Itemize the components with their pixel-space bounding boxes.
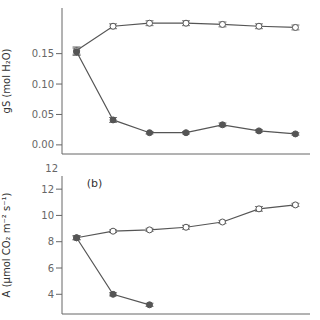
html-text:12: 12: [45, 163, 58, 174]
svg-text:0.15: 0.15: [32, 48, 54, 59]
svg-text:10: 10: [41, 210, 54, 221]
svg-text:0.05: 0.05: [32, 109, 54, 120]
html-text:(b): (b): [86, 177, 103, 190]
svg-text:0.10: 0.10: [32, 79, 54, 90]
svg-text:6: 6: [48, 263, 54, 274]
svg-text:A (μmol CO₂ m⁻² s⁻¹): A (μmol CO₂ m⁻² s⁻¹): [8, 193, 12, 298]
svg-text:12: 12: [41, 184, 54, 195]
svg-text:0.00: 0.00: [32, 139, 54, 150]
svg-text:gS (mol H₂O): gS (mol H₂O): [8, 48, 12, 113]
svg-text:8: 8: [48, 236, 54, 247]
svg-text:4: 4: [48, 289, 54, 300]
